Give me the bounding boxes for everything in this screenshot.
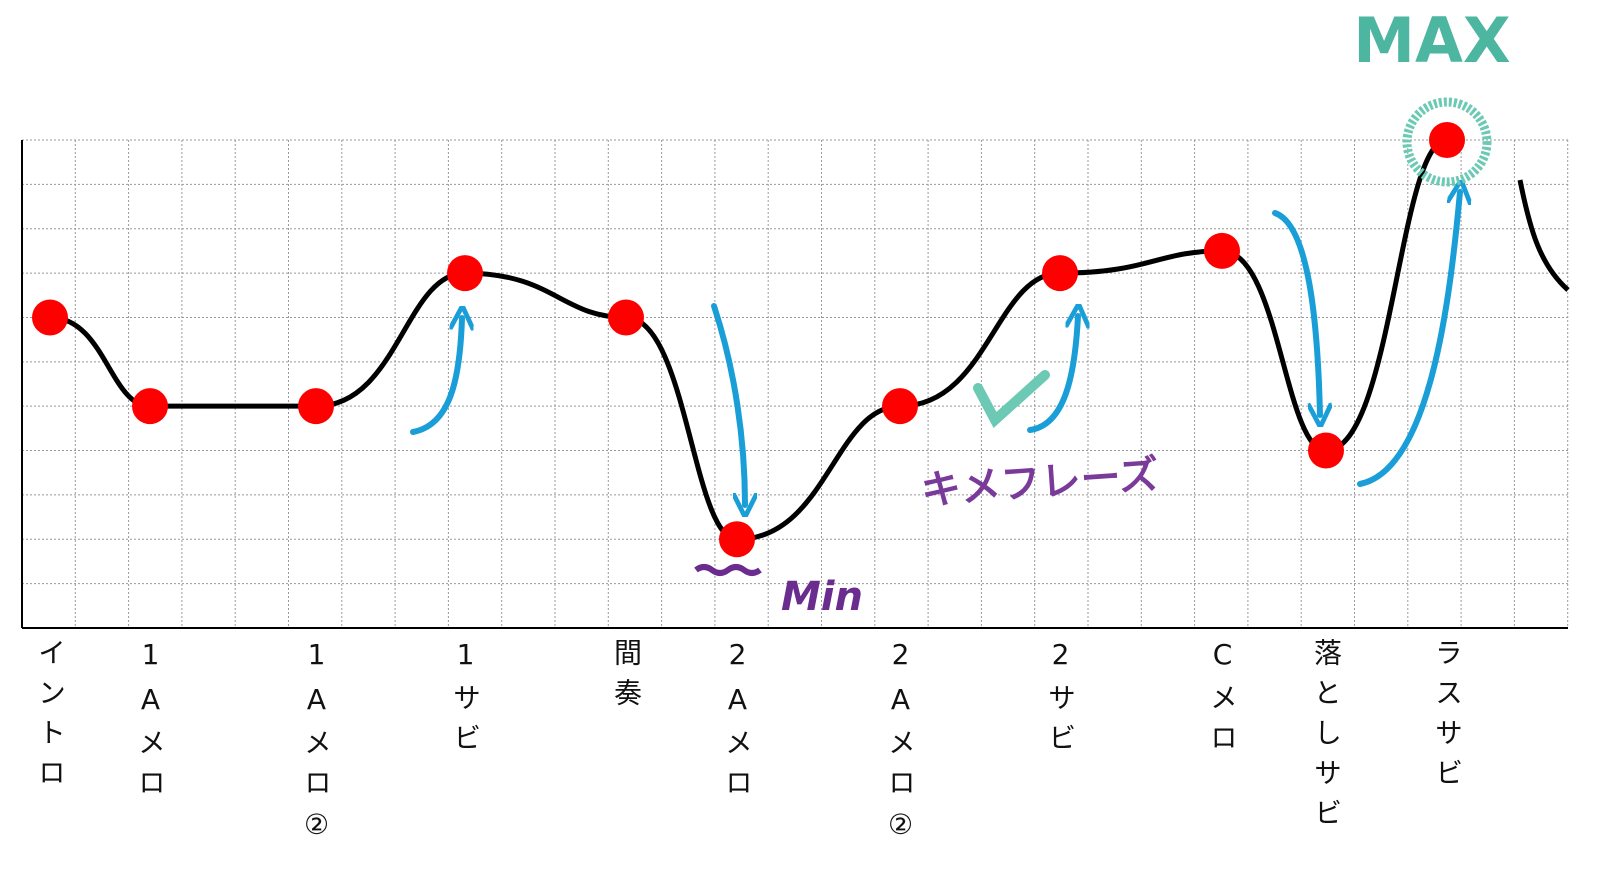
x-tick-label: 2Aメロ② — [884, 638, 917, 853]
x-tick-label: 1Aメロ — [134, 638, 167, 808]
annotation-max: MAX — [1353, 4, 1510, 77]
x-tick-label: Cメロ — [1206, 638, 1239, 763]
line-tail — [1517, 179, 1570, 292]
point — [719, 521, 755, 558]
x-tick-label: 2Aメロ — [721, 638, 754, 808]
annotation-kime: キメフレーズ — [919, 452, 1160, 514]
arrows — [410, 192, 1460, 505]
check-mark — [973, 370, 1050, 428]
arrow — [1027, 316, 1078, 433]
x-tick-label: 落としサビ — [1310, 638, 1343, 838]
line — [49, 137, 1448, 542]
point — [1429, 122, 1465, 158]
point — [447, 255, 483, 292]
point — [132, 388, 168, 425]
x-tick-label: 間奏 — [610, 638, 643, 718]
point — [298, 388, 334, 425]
annotation-min: Min — [781, 574, 863, 620]
max-circle — [1402, 97, 1492, 187]
point — [608, 299, 644, 336]
arrow — [410, 318, 462, 435]
x-tick-label: 2サビ — [1044, 638, 1077, 763]
x-tick-label: 1サビ — [449, 638, 482, 763]
x-tick-label: 1Aメロ② — [300, 638, 333, 853]
vertical-grid — [74, 140, 1569, 628]
x-tick-label: ラスサビ — [1431, 638, 1464, 798]
wavy-line — [694, 564, 762, 576]
arrow — [711, 303, 745, 505]
arrow — [1272, 210, 1320, 415]
point — [1204, 232, 1240, 269]
point — [1308, 432, 1344, 469]
point — [882, 388, 918, 425]
arrow — [1357, 192, 1460, 487]
point — [32, 299, 68, 336]
x-tick-label: イントロ — [34, 638, 67, 798]
point — [1042, 255, 1078, 292]
